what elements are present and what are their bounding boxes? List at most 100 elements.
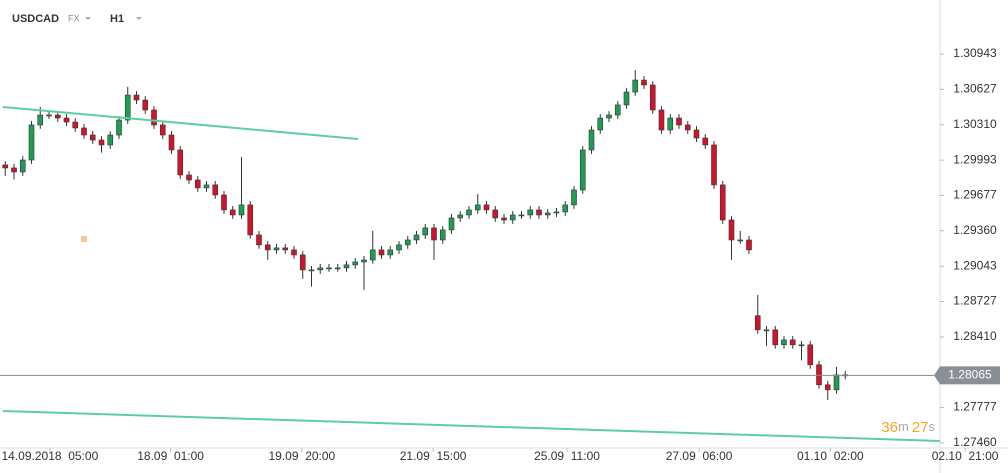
timeframe[interactable]: H1 (110, 13, 124, 25)
candle-body (536, 209, 542, 216)
x-tick-label: 19.09 20:00 (269, 449, 336, 463)
candle-body (63, 117, 70, 123)
candle-body (518, 214, 525, 217)
market[interactable]: FX (68, 13, 80, 23)
candle-body (501, 217, 507, 221)
candle-body (308, 269, 315, 272)
candle-body (378, 249, 385, 256)
candle-body (737, 239, 744, 242)
y-tick-label: 1.29043 (953, 258, 997, 272)
candle-body (571, 189, 577, 206)
y-tick-label: 1.28410 (953, 329, 997, 343)
candle-body (824, 384, 831, 391)
candle-body (702, 137, 709, 146)
candle-body (448, 217, 455, 231)
y-tick-label: 1.29360 (953, 223, 997, 237)
candle-body (264, 244, 271, 251)
candle-body (597, 117, 604, 131)
candle-body (221, 194, 227, 211)
candle-body (527, 209, 534, 216)
candle-body (37, 114, 44, 126)
last-price-label: 1.28065 (948, 368, 992, 382)
candle-body (151, 109, 157, 126)
trend-line[interactable] (2, 106, 359, 140)
candle-body (89, 134, 96, 141)
candle-body (46, 114, 52, 117)
candle-body (562, 204, 569, 213)
candle-body (763, 329, 770, 332)
candle-body (422, 227, 429, 236)
dropdown-arrow[interactable] (85, 17, 91, 20)
candle-body (579, 149, 586, 191)
candle-body (492, 209, 499, 219)
y-tick-label: 1.30627 (953, 82, 997, 96)
countdown-unit: m (898, 419, 909, 434)
candle-body (203, 184, 210, 189)
candle-body (711, 144, 717, 186)
candle-body (361, 259, 367, 263)
candle-body (81, 127, 87, 136)
candle-body (299, 254, 306, 271)
candle-body (334, 267, 341, 270)
candle-body (72, 121, 79, 129)
candle-body (291, 249, 297, 256)
candle-body (133, 94, 140, 101)
marker (81, 236, 87, 242)
x-tick-label: 18.09 01:00 (137, 449, 204, 463)
candle-body (238, 204, 245, 216)
candle-body (326, 267, 332, 270)
candle-body (789, 339, 796, 346)
candle-body (247, 204, 254, 236)
candle-body (588, 129, 595, 151)
candle-body (159, 124, 166, 136)
candle-body (273, 247, 280, 251)
candle-body (483, 204, 490, 211)
candle-body (553, 211, 560, 214)
candle-body (387, 249, 394, 256)
candle-body (798, 344, 805, 347)
candle-body (544, 212, 551, 216)
y-tick-label: 1.27777 (953, 400, 997, 414)
candle-body (781, 339, 787, 346)
candle-body (343, 264, 350, 269)
candle-body (667, 117, 674, 131)
candle-body (282, 247, 289, 251)
dropdown-arrow[interactable] (136, 17, 142, 20)
countdown-unit: s (929, 419, 936, 434)
candle-body (614, 104, 621, 116)
candle-body (509, 214, 516, 221)
candle-body (431, 227, 437, 241)
y-tick-label: 1.30943 (953, 46, 997, 60)
candle-body (658, 109, 665, 131)
candle-body (833, 374, 840, 391)
candle-body (116, 119, 122, 136)
candle-body (623, 91, 630, 106)
countdown: 36m 27s (881, 419, 935, 436)
countdown-minutes: 36 (881, 419, 898, 436)
candle-body (772, 329, 779, 346)
candle-body (212, 184, 219, 196)
y-tick-label: 1.27460 (953, 435, 997, 449)
x-tick-label: 14.09.2018 05:00 (1, 449, 98, 463)
candle-body (168, 134, 175, 151)
candle-body (807, 344, 814, 366)
candle-body (2, 164, 9, 169)
candle-body (404, 239, 411, 246)
symbol[interactable]: USDCAD (12, 13, 59, 25)
trend-line[interactable] (2, 410, 941, 442)
candle-body (396, 244, 402, 251)
candle-body (229, 209, 236, 216)
candle-body (19, 159, 26, 173)
x-tick-label: 02.10 21:00 (932, 449, 999, 463)
candle-body (816, 364, 822, 386)
candle-body (11, 167, 17, 173)
candle-body (693, 129, 700, 139)
candle-body (317, 267, 324, 271)
candle-body (754, 315, 761, 331)
candle-body (746, 239, 752, 251)
candle-body (186, 174, 192, 181)
x-tick-label: 01.10 02:00 (797, 449, 864, 463)
candle-body (256, 234, 262, 246)
candle-body (28, 124, 35, 161)
